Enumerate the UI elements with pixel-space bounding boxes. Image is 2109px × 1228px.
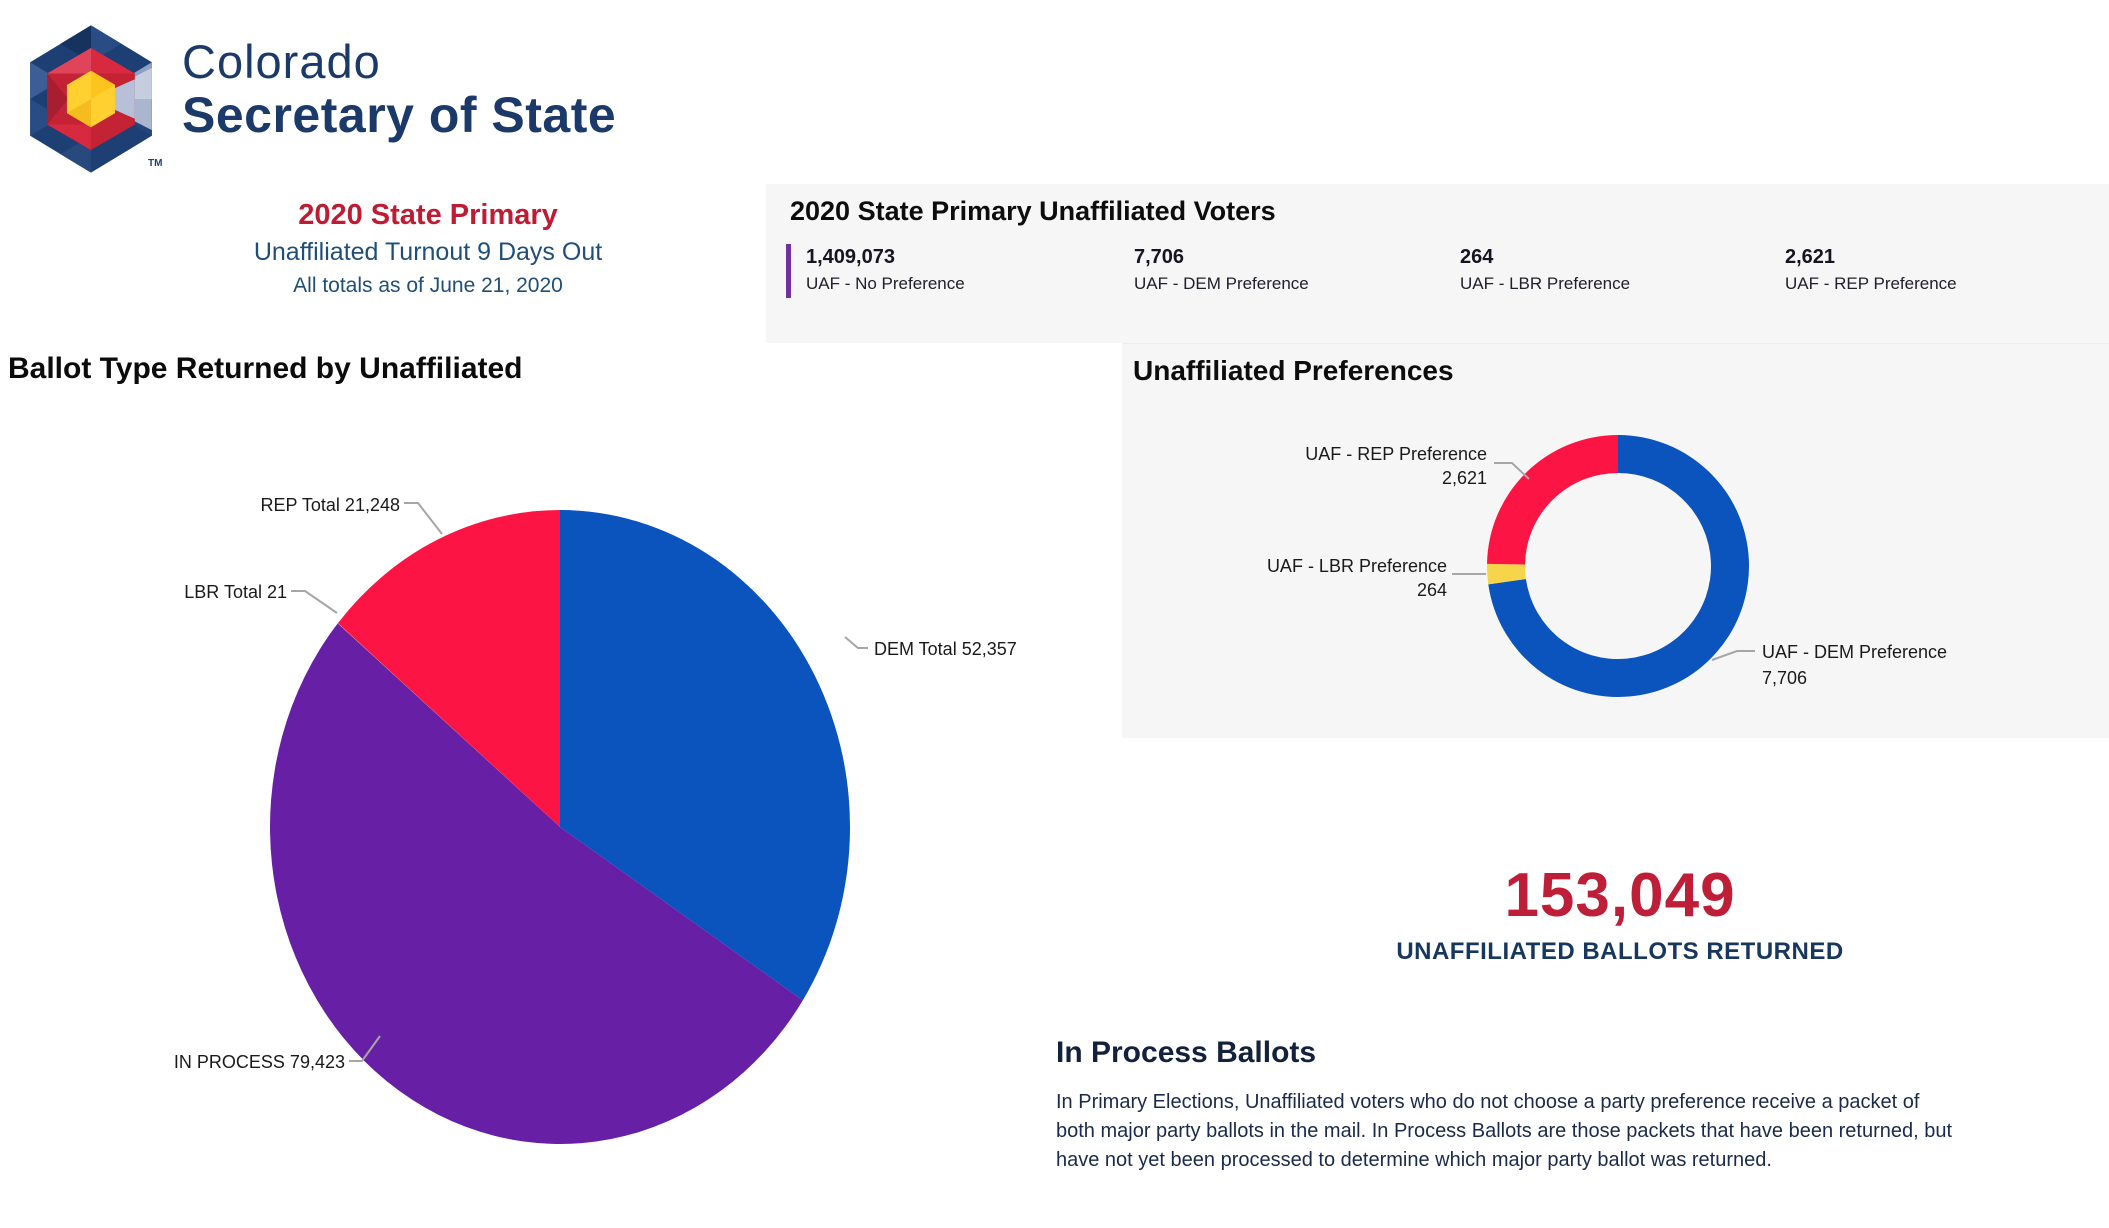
- donut-label-lbr-value: 264: [1416, 580, 1447, 600]
- stat-uaf-dem-preference: 7,706 UAF - DEM Preference: [1134, 246, 1309, 294]
- ballot_pie-slice-rep-total: [337, 510, 560, 827]
- stat-value: 2,621: [1785, 246, 1836, 268]
- brand-name: Colorado: [182, 35, 381, 88]
- ballot_pie-slice-dem-total: [560, 510, 850, 1001]
- ballot_pie-slice-in-process: [270, 623, 803, 1144]
- ballots-returned-value: 153,049: [1504, 861, 1736, 930]
- stat-label: UAF - No Preference: [806, 274, 965, 293]
- stat-value: 7,706: [1134, 246, 1185, 268]
- stats-accent-bar: [786, 244, 791, 298]
- stats-panel-title: 2020 State Primary Unaffiliated Voters: [790, 196, 1276, 226]
- unaffiliated-preferences-panel: [1122, 343, 2109, 738]
- in-process-line-2: both major party ballots in the mail. In…: [1056, 1120, 1953, 1142]
- donut-label-lbr-name: UAF - LBR Preference: [1266, 556, 1447, 576]
- in-process-line-1: In Primary Elections, Unaffiliated voter…: [1056, 1091, 1920, 1113]
- report-asof-date: All totals as of June 21, 2020: [293, 274, 563, 297]
- brand-office: Secretary of State: [182, 87, 617, 143]
- leader-in-process: [349, 1035, 381, 1062]
- in-process-title: In Process Ballots: [1056, 1036, 1317, 1069]
- ballot-type-title: Ballot Type Returned by Unaffiliated: [8, 352, 523, 385]
- ballots-returned-caption: UNAFFILIATED BALLOTS RETURNED: [1396, 938, 1844, 965]
- donut-label-rep-name: UAF - REP Preference: [1305, 444, 1487, 464]
- donut-label-rep-value: 2,621: [1441, 468, 1487, 488]
- stat-label: UAF - REP Preference: [1785, 274, 1957, 293]
- leader-dem-total: [844, 636, 868, 649]
- donut-label-dem-name: UAF - DEM Preference: [1762, 642, 1948, 662]
- report-title: 2020 State Primary: [298, 199, 558, 231]
- leader-rep-total: [404, 502, 443, 535]
- ballot-pie-chart: [270, 510, 850, 1144]
- leader-lbr-total: [291, 590, 338, 614]
- pie-label-lbr: LBR Total 21: [184, 582, 287, 602]
- pie-label-dem: DEM Total 52,357: [874, 639, 1017, 659]
- ballot_pie-slice-lbr-total: [337, 623, 560, 827]
- donut-label-dem-value: 7,706: [1762, 668, 1808, 688]
- stat-label: UAF - DEM Preference: [1134, 274, 1309, 293]
- colorado-logo-icon: [30, 25, 152, 173]
- stat-value: 1,409,073: [806, 246, 895, 268]
- report-subtitle: Unaffiliated Turnout 9 Days Out: [253, 238, 603, 266]
- unaffiliated-voters-panel: [766, 184, 2109, 343]
- logo-trademark: TM: [148, 158, 163, 169]
- stat-uaf-lbr-preference: 264 UAF - LBR Preference: [1460, 246, 1630, 294]
- stat-uaf-no-preference: 1,409,073 UAF - No Preference: [806, 246, 965, 294]
- in-process-line-3: have not yet been processed to determine…: [1056, 1149, 1772, 1171]
- pie-label-in-process: IN PROCESS 79,423: [173, 1052, 345, 1072]
- stat-uaf-rep-preference: 2,621 UAF - REP Preference: [1785, 246, 1957, 294]
- stat-value: 264: [1460, 246, 1494, 268]
- pie-label-rep: REP Total 21,248: [260, 495, 400, 515]
- stat-label: UAF - LBR Preference: [1460, 274, 1631, 293]
- preferences-title: Unaffiliated Preferences: [1133, 355, 1454, 386]
